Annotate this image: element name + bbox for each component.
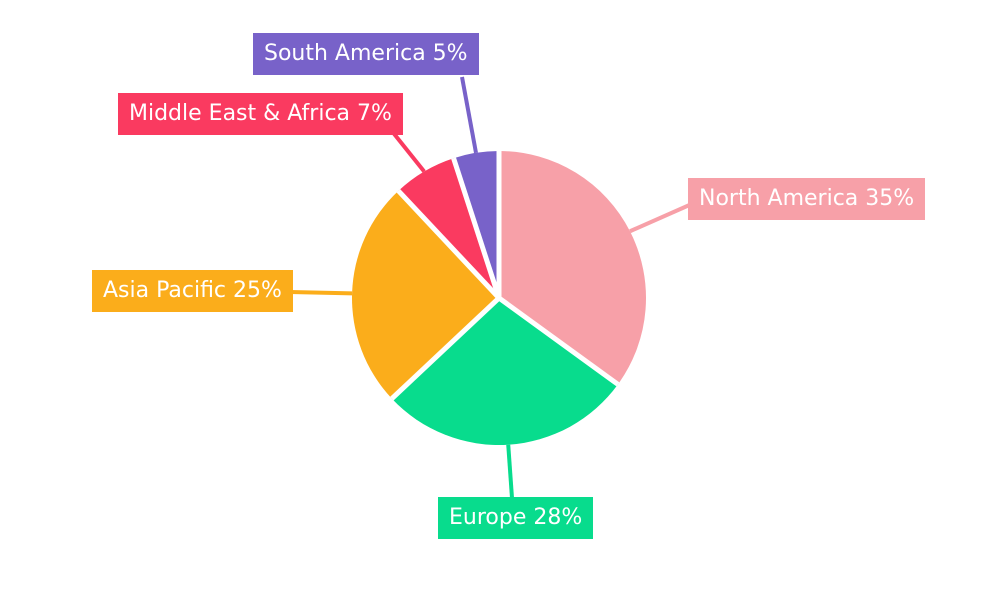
leader-line-asia-pacific	[289, 290, 353, 296]
leader-line-south-america	[460, 76, 478, 154]
slice-separator	[390, 296, 501, 401]
slice-label-south-america: South America 5%	[253, 33, 479, 75]
slice-separator	[451, 157, 502, 299]
slice-label-middle-east-africa: Middle East & Africa 7%	[118, 93, 403, 135]
slice-label-north-america: North America 35%	[688, 178, 926, 220]
leader-line-europe	[506, 444, 514, 499]
leader-line-north-america	[629, 201, 695, 234]
pie-slice-asia-pacific[interactable]	[351, 190, 499, 399]
pie-slice-north-america[interactable]	[499, 151, 647, 385]
slice-label-asia-pacific: Asia Pacific 25%	[92, 270, 293, 312]
pie-slice-middle-east-africa[interactable]	[398, 158, 499, 298]
leader-line-middle-east-africa	[389, 128, 426, 173]
slice-separator	[396, 189, 501, 300]
slice-separator	[497, 295, 620, 387]
pie-slice-europe[interactable]	[391, 298, 618, 446]
slice-label-europe: Europe 28%	[438, 497, 594, 539]
